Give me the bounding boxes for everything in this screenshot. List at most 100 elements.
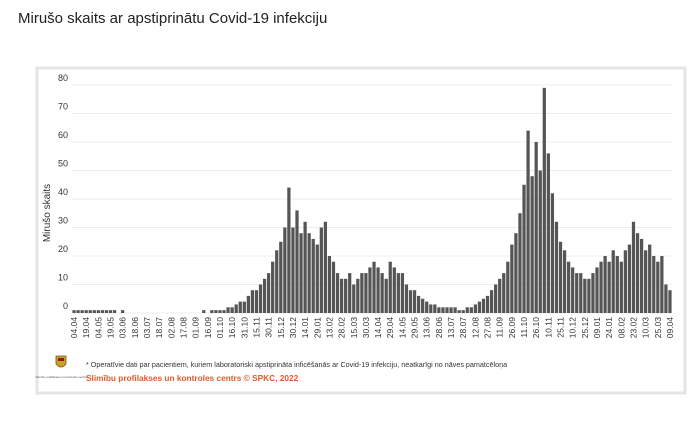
- bar: [368, 267, 372, 313]
- bar: [218, 310, 222, 313]
- y-tick-label: 10: [58, 273, 68, 283]
- bar: [538, 170, 542, 313]
- bar: [364, 273, 368, 313]
- bar: [372, 261, 376, 313]
- x-tick-label: 14.01: [300, 317, 310, 339]
- bar: [376, 267, 380, 313]
- bar: [331, 261, 336, 313]
- bar: [514, 233, 518, 313]
- bar: [96, 310, 100, 313]
- bar: [108, 310, 113, 313]
- bar: [291, 227, 295, 313]
- bar: [664, 284, 668, 313]
- y-tick-label: 60: [58, 130, 68, 140]
- bar: [250, 290, 255, 313]
- y-axis-label: Mirušo skaits: [42, 184, 53, 242]
- x-tick-label: 29.01: [312, 317, 322, 339]
- x-tick-label: 17.08: [178, 317, 188, 339]
- card: [35, 66, 687, 395]
- bar: [526, 130, 530, 313]
- bar: [267, 273, 271, 313]
- x-tick-label: 09.04: [665, 317, 675, 339]
- bar: [591, 273, 595, 313]
- bar: [441, 307, 445, 313]
- bar: [360, 273, 364, 313]
- bar: [445, 307, 449, 313]
- bar: [595, 267, 599, 313]
- bar: [522, 184, 526, 313]
- y-tick-label: 30: [58, 216, 68, 226]
- bar: [234, 304, 238, 313]
- bar: [319, 227, 323, 313]
- bar: [388, 261, 392, 313]
- bar: [396, 273, 400, 313]
- bar: [246, 295, 250, 313]
- x-tick-label: 16.10: [227, 317, 237, 339]
- bar: [579, 273, 583, 313]
- x-tick-label: 15.12: [276, 317, 286, 339]
- x-tick-label: 30.12: [288, 317, 298, 339]
- bar: [437, 307, 441, 313]
- bar: [417, 295, 421, 313]
- bar: [648, 244, 652, 313]
- x-tick-label: 10.03: [641, 317, 651, 339]
- bar: [84, 310, 88, 313]
- bar: [121, 310, 125, 313]
- bar: [465, 307, 469, 313]
- x-tick-label: 29.05: [410, 317, 420, 339]
- bar: [615, 256, 619, 313]
- x-tick-label: 09.01: [592, 317, 602, 339]
- bar: [400, 273, 405, 313]
- bar: [275, 250, 279, 313]
- x-tick-label: 08.02: [616, 317, 626, 339]
- bar: [660, 256, 664, 313]
- bar: [262, 278, 267, 313]
- bar: [226, 307, 230, 313]
- x-tick-label: 03.07: [142, 317, 152, 339]
- bar: [327, 256, 332, 313]
- bar: [457, 310, 461, 313]
- bar: [469, 307, 473, 313]
- bar: [631, 221, 636, 313]
- bar: [311, 238, 315, 313]
- bar: [611, 250, 615, 313]
- bar: [575, 273, 579, 313]
- bar: [481, 298, 486, 313]
- bar: [530, 176, 534, 313]
- bar: [339, 278, 344, 313]
- bar: [404, 284, 409, 313]
- bar: [550, 193, 555, 313]
- bar: [506, 261, 510, 313]
- x-tick-label: 18.07: [154, 317, 164, 339]
- y-tick-label: 0: [63, 301, 68, 311]
- bar: [546, 153, 550, 313]
- bar: [639, 238, 644, 313]
- bar: [88, 310, 92, 313]
- bar: [652, 256, 656, 313]
- bar: [453, 307, 457, 313]
- bar: [473, 304, 477, 313]
- y-tick-label: 80: [58, 73, 68, 83]
- bar: [222, 310, 226, 313]
- bar: [562, 250, 567, 313]
- bar: [287, 187, 291, 313]
- bar: [380, 273, 384, 313]
- x-tick-label: 23.02: [628, 317, 638, 339]
- bar: [202, 310, 206, 313]
- bar: [344, 278, 348, 313]
- bar: [623, 250, 627, 313]
- y-tick-label: 20: [58, 244, 68, 254]
- bar: [498, 278, 502, 313]
- x-tick-label: 27.08: [483, 317, 493, 339]
- bar: [627, 244, 632, 313]
- bar: [571, 267, 575, 313]
- bar: [433, 304, 437, 313]
- bar: [323, 221, 327, 313]
- bar: [112, 310, 117, 313]
- y-tick-label: 40: [58, 187, 68, 197]
- bar: [254, 290, 259, 313]
- bar: [421, 298, 425, 313]
- bar: [619, 261, 623, 313]
